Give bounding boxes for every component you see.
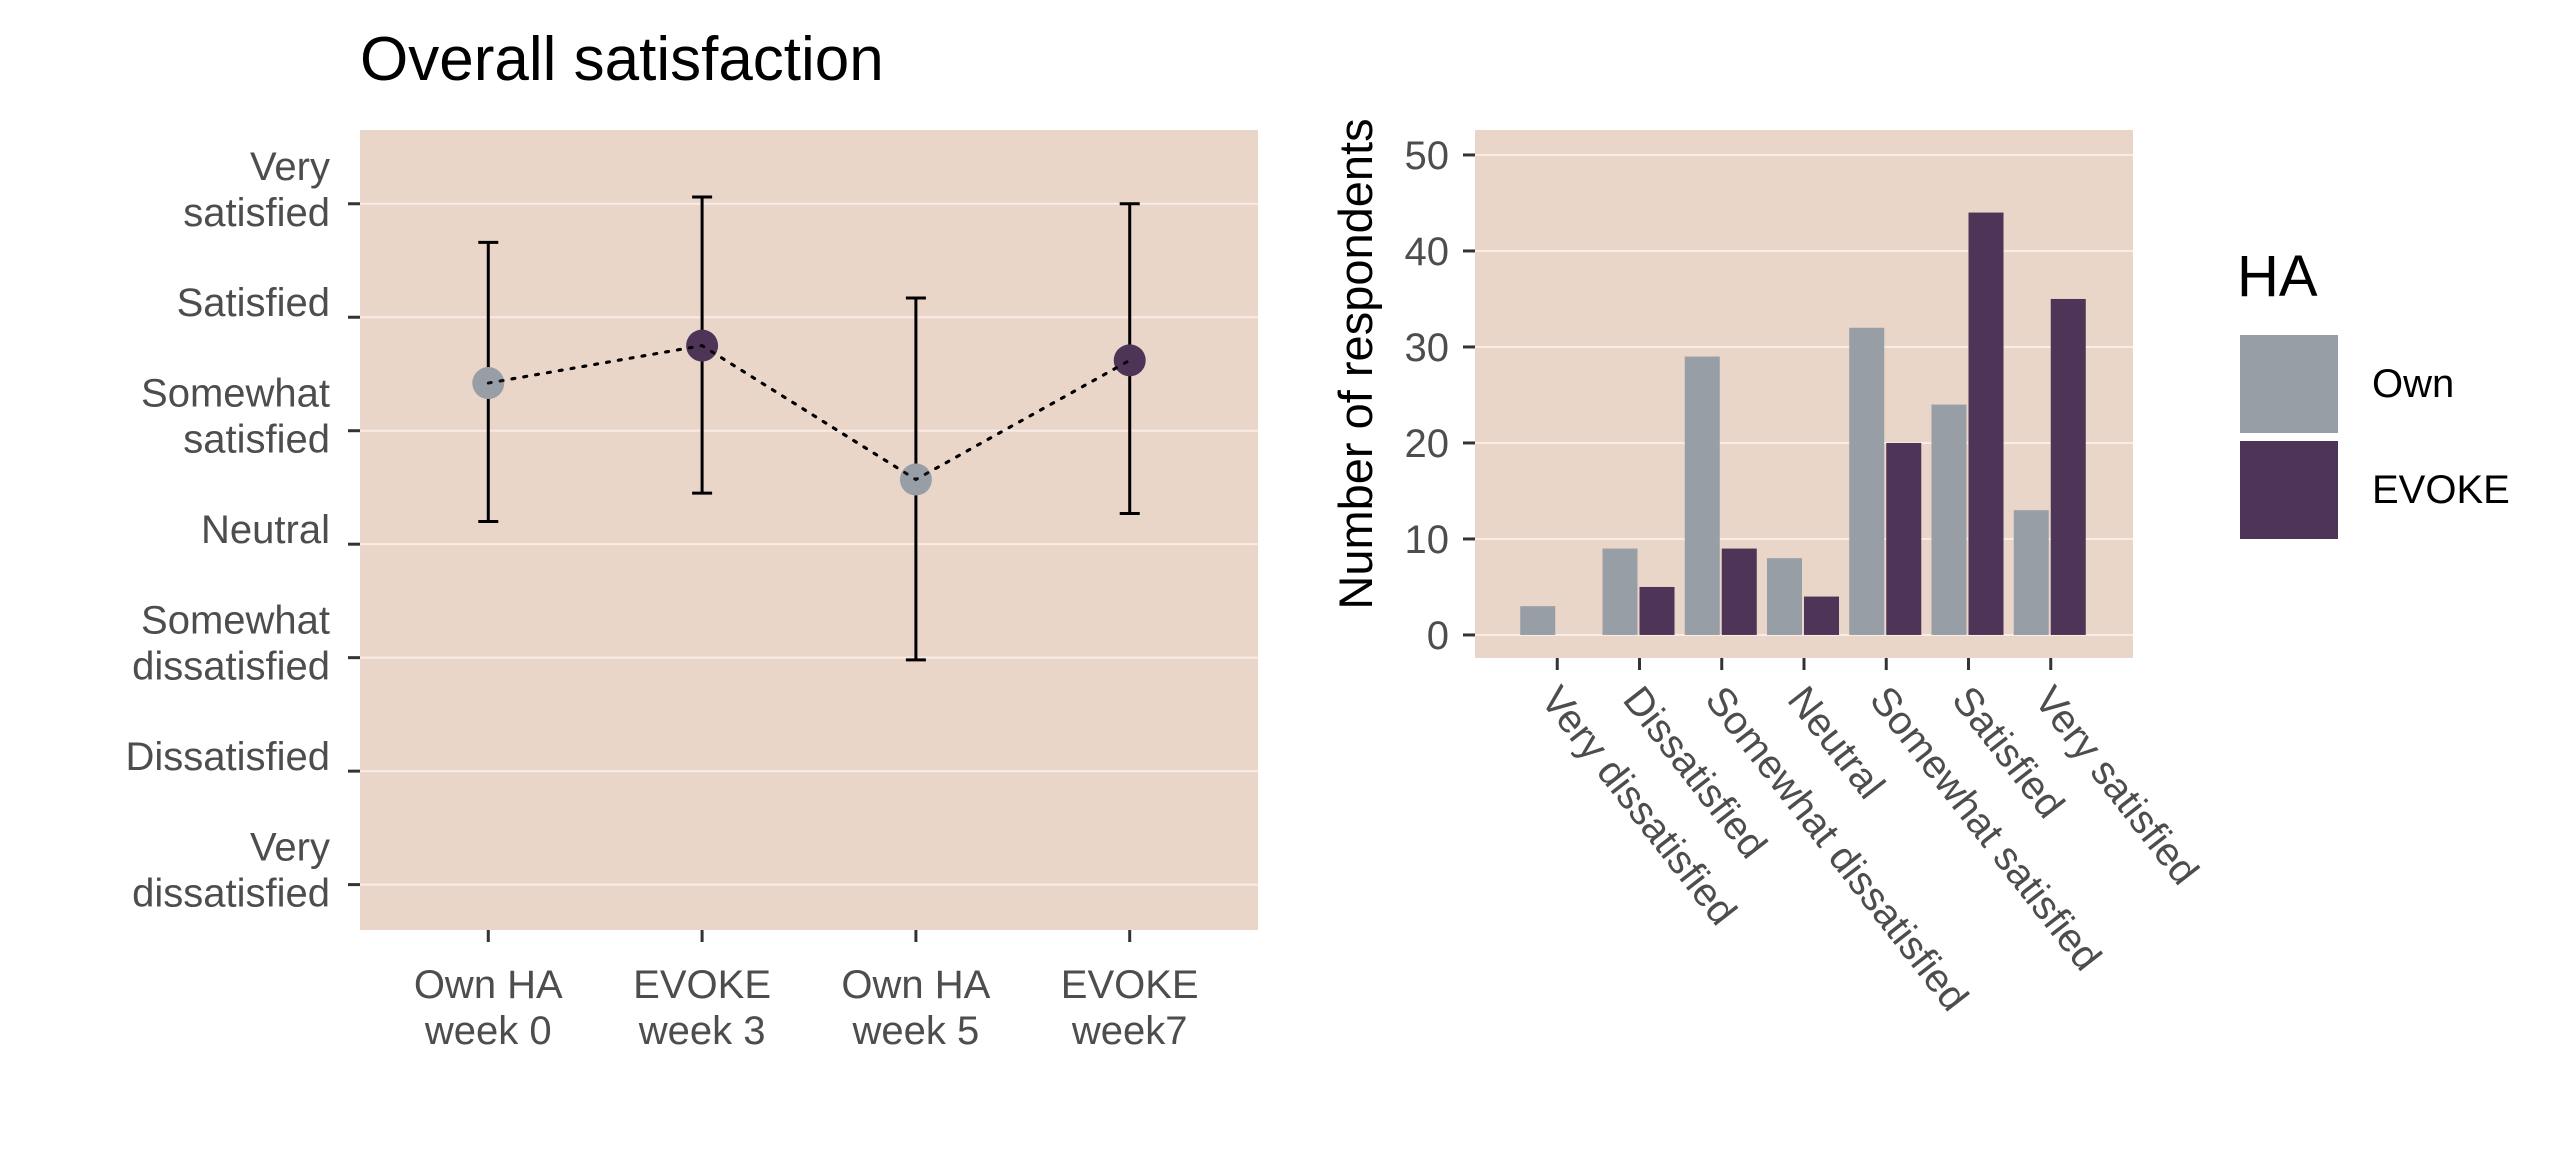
y-tick-label: Very dissatisfied — [132, 826, 330, 916]
y-tick-label: 40 — [1405, 230, 1450, 274]
y-tick-label: Dissatisfied — [125, 735, 330, 779]
trend-line-overlay — [486, 344, 1132, 482]
bar-own — [1602, 548, 1638, 635]
legend-label: Own — [2372, 362, 2454, 406]
legend: HA Own EVOKE — [2237, 244, 2510, 539]
plot-panel — [360, 130, 1258, 930]
bar-evoke — [1968, 212, 2004, 635]
y-tick-label: Very satisfied — [183, 145, 330, 235]
bar-evoke — [1804, 596, 1840, 635]
y-tick-label: 30 — [1405, 326, 1450, 370]
chart-title: Overall satisfaction — [360, 25, 884, 94]
legend-title: HA — [2237, 244, 2318, 309]
y-axis-title: Number of respondents — [1329, 118, 1382, 609]
bar-evoke — [1886, 442, 1922, 635]
legend-swatch-own — [2240, 335, 2338, 433]
x-tick-label: EVOKE week 3 — [633, 963, 771, 1053]
satisfaction-dot-plot: Very dissatisfied Dissatisfied Somewhat diss… — [125, 130, 1258, 1053]
bar-own — [1684, 356, 1720, 635]
y-tick-label: 50 — [1405, 134, 1450, 178]
y-tick-label: Somewhat satisfied — [141, 372, 330, 462]
bar-evoke — [2050, 298, 2086, 635]
y-tick-label: 20 — [1405, 422, 1450, 466]
bar-own — [1520, 606, 1556, 635]
bar-own — [1849, 327, 1885, 635]
bar-own — [1766, 558, 1802, 635]
x-tick-label: Own HA week 5 — [841, 963, 990, 1053]
y-tick-label: Neutral — [201, 508, 330, 552]
bar-evoke — [1721, 548, 1757, 635]
legend-swatch-evoke — [2240, 441, 2338, 539]
legend-label: EVOKE — [2372, 468, 2510, 512]
bar-own — [1931, 404, 1967, 635]
y-tick-label: Somewhat dissatisfied — [132, 599, 330, 689]
y-tick-label: Satisfied — [177, 281, 330, 325]
y-tick-label: 0 — [1427, 614, 1449, 658]
mean-point — [1113, 344, 1146, 377]
x-tick-label: EVOKE week7 — [1061, 963, 1199, 1053]
x-tick-label: Own HA week 0 — [414, 963, 563, 1053]
y-tick-label: 10 — [1405, 518, 1450, 562]
bar-evoke — [1639, 586, 1675, 635]
bar-own — [2013, 510, 2049, 635]
